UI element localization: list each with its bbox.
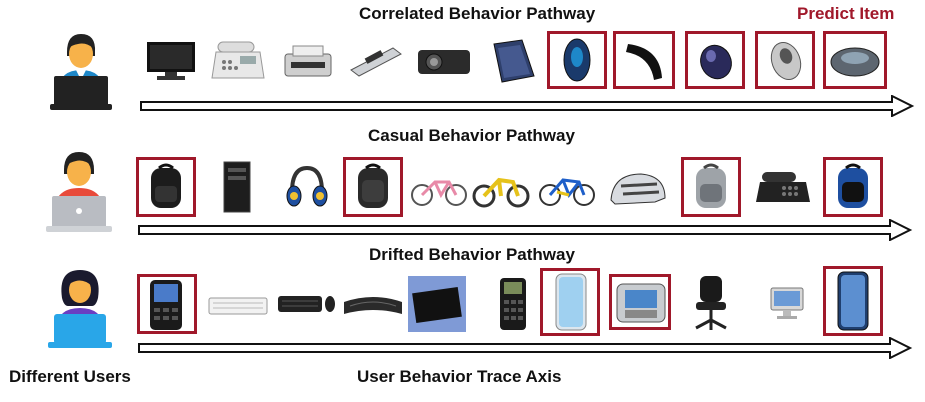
row2-highlight-1 xyxy=(136,157,196,217)
bicycle-pink-icon xyxy=(409,170,469,208)
row1-highlight-4 xyxy=(755,31,815,89)
iphone-blue-icon xyxy=(830,270,876,332)
user-1-icon xyxy=(50,30,112,112)
blackberry-phone-icon xyxy=(146,278,186,332)
keyboard-mouse-icon xyxy=(276,288,338,320)
helmet-icon xyxy=(607,168,669,208)
row1-highlight-5 xyxy=(823,31,887,89)
backpack-blue-icon xyxy=(830,162,876,212)
imac-icon xyxy=(769,286,805,322)
row1-highlight-3 xyxy=(685,31,745,89)
mouse-gray-icon xyxy=(828,40,882,80)
office-chair-icon xyxy=(690,274,732,332)
bicycle-yellow-icon xyxy=(471,168,531,210)
row1-title: Correlated Behavior Pathway xyxy=(359,4,596,23)
keyboard-white-icon xyxy=(207,292,269,318)
row2-highlight-3 xyxy=(681,157,741,217)
row3-highlight-1 xyxy=(137,274,197,334)
row3-arrow xyxy=(138,337,913,359)
backpack-gray-icon xyxy=(688,162,734,212)
backpack-icon xyxy=(350,162,396,212)
pc-tower-icon xyxy=(220,160,254,214)
mouse-arc-icon xyxy=(620,38,670,84)
axis-label: User Behavior Trace Axis xyxy=(357,367,562,386)
mouse-silver-icon xyxy=(763,38,809,84)
row3-highlight-4 xyxy=(823,266,883,336)
iphone-silver-icon xyxy=(548,272,594,332)
scanner-icon xyxy=(347,42,403,78)
keyboard-flat-icon xyxy=(408,276,466,332)
keyboard-curved-icon xyxy=(342,290,404,318)
projector-icon xyxy=(416,42,472,78)
row1-highlight-1 xyxy=(547,31,607,89)
row1-arrow xyxy=(140,95,915,117)
backpack-icon xyxy=(143,162,189,212)
desk-phone-icon xyxy=(754,170,812,206)
headphones-icon xyxy=(284,162,330,212)
binder-icon xyxy=(488,36,540,84)
calculator-icon xyxy=(497,276,529,332)
user-3-icon xyxy=(48,266,112,350)
row2-highlight-4 xyxy=(823,157,883,217)
row2-arrow xyxy=(138,219,913,241)
desk-phone-icon xyxy=(210,38,266,82)
printer-icon xyxy=(283,42,333,80)
predict-item-label: Predict Item xyxy=(797,4,895,23)
user-2-icon xyxy=(46,148,112,234)
bicycle-blue-icon xyxy=(537,170,597,208)
tv-monitor-icon xyxy=(145,40,197,82)
row2-title: Casual Behavior Pathway xyxy=(368,126,575,145)
flip-phone-icon xyxy=(613,278,669,328)
row3-title: Drifted Behavior Pathway xyxy=(369,245,575,264)
mouse-blue-icon xyxy=(555,35,599,85)
different-users-label: Different Users xyxy=(9,367,131,386)
row2-highlight-2 xyxy=(343,157,403,217)
row1-highlight-2 xyxy=(613,31,675,89)
row3-highlight-3 xyxy=(609,274,671,330)
row3-highlight-2 xyxy=(540,268,600,336)
mouse-purple-icon xyxy=(693,38,739,82)
